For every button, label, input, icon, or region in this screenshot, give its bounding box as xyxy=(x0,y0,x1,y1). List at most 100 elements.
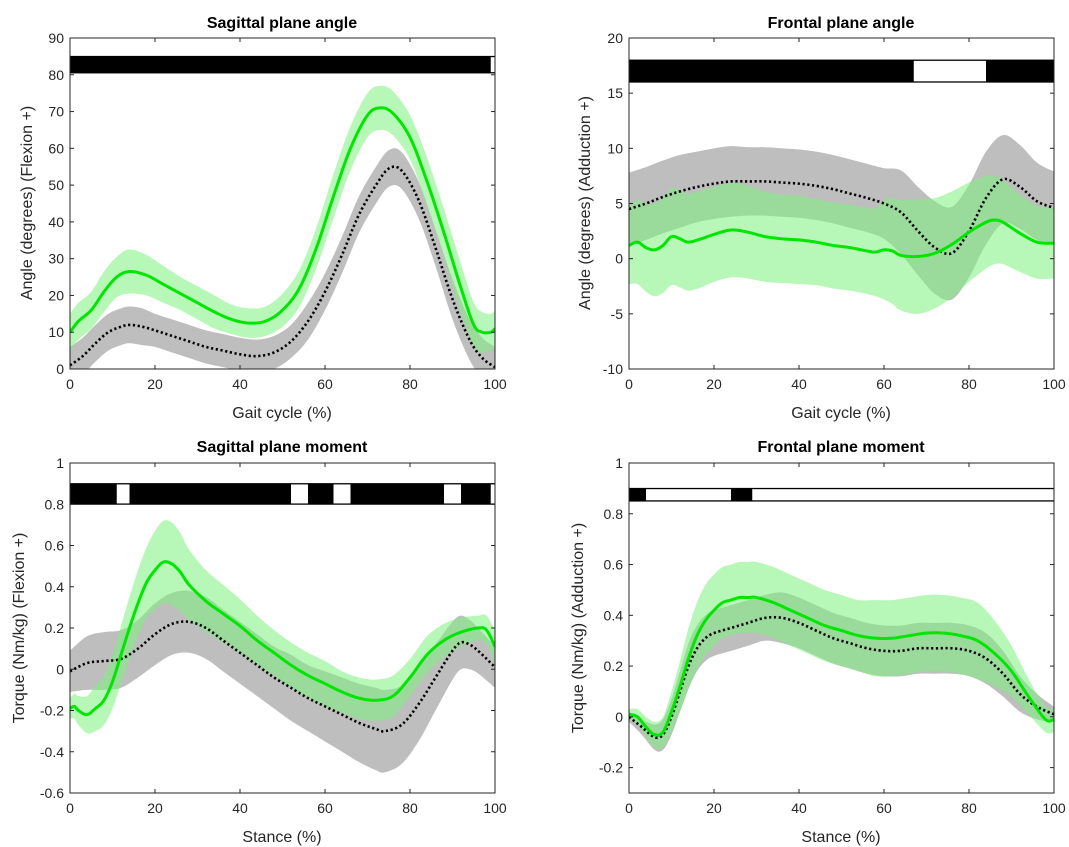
significance-bar xyxy=(70,55,495,74)
non-significant-segment xyxy=(444,484,461,504)
y-tick-label: 30 xyxy=(48,251,64,267)
y-axis-label: Angle (degrees) (Adduction +) xyxy=(577,96,594,310)
green-mean-line xyxy=(629,218,1054,259)
plot-area: 0 20 40 60 80 100 0 10 20 30 40 50 60 70 80 90 xyxy=(48,30,506,392)
plot-area: 0 20 40 60 80 100 -0.2 0 0.2 0.4 0.6 0.8 1 xyxy=(599,455,1066,816)
y-tick-label: 40 xyxy=(48,214,64,230)
y-tick-label: 80 xyxy=(48,67,64,83)
panel-frontal-moment: Frontal plane moment 0 20 40 60 80 100 -0.2 0 0.… xyxy=(570,439,1066,846)
y-tick-label: 20 xyxy=(48,287,64,303)
x-tick-label: 80 xyxy=(961,800,977,816)
x-tick-label: 20 xyxy=(706,376,722,392)
x-tick-label: 100 xyxy=(1042,800,1066,816)
y-tick-label: 50 xyxy=(48,177,64,193)
y-tick-label: 0.6 xyxy=(45,538,65,554)
y-tick-label: -10 xyxy=(603,361,623,377)
x-tick-label: 40 xyxy=(232,800,248,816)
y-tick-label: 0 xyxy=(615,709,623,725)
non-significant-segment xyxy=(116,484,130,504)
x-tick-label: 40 xyxy=(232,376,248,392)
x-tick-label: 40 xyxy=(791,800,807,816)
x-tick-label: 0 xyxy=(625,800,633,816)
non-significant-segment xyxy=(646,489,731,501)
x-tick-label: 20 xyxy=(706,800,722,816)
x-tick-label: 60 xyxy=(876,800,892,816)
x-axis-label: Gait cycle (%) xyxy=(232,405,332,422)
y-tick-label: -5 xyxy=(611,306,624,322)
green-sd-band xyxy=(70,85,495,353)
plot-content xyxy=(629,59,1054,314)
y-tick-label: 10 xyxy=(607,140,623,156)
y-tick-label: 60 xyxy=(48,140,64,156)
x-tick-label: 0 xyxy=(625,376,633,392)
y-tick-label: 90 xyxy=(48,30,64,46)
x-tick-label: 100 xyxy=(483,800,507,816)
y-tick-label: 0.2 xyxy=(45,620,65,636)
significance-bar xyxy=(629,59,1054,83)
non-significant-segment xyxy=(913,60,986,82)
chart-title: Sagittal plane moment xyxy=(197,439,368,456)
significance-bar xyxy=(70,483,495,505)
axes-frame xyxy=(69,37,496,370)
x-axis-label: Stance (%) xyxy=(801,829,880,846)
panel-sagittal-angle: Sagittal plane angle 0 20 40 60 80 100 0 10 20 30… xyxy=(19,15,507,422)
y-tick-label: -0.6 xyxy=(40,785,64,801)
dotted-mean-line xyxy=(629,177,1054,256)
panel-sagittal-moment: Sagittal plane moment 0 20 40 60 80 100 -0.6 -0… xyxy=(11,439,507,846)
non-significant-segment xyxy=(490,57,495,73)
x-tick-label: 20 xyxy=(147,800,163,816)
non-significant-segment xyxy=(291,484,308,504)
y-tick-label: -0.2 xyxy=(599,760,623,776)
y-tick-label: -0.4 xyxy=(40,744,64,760)
dotted-mean-line xyxy=(629,615,1054,740)
plot-content xyxy=(629,487,1054,752)
x-tick-label: 0 xyxy=(66,800,74,816)
y-tick-label: 70 xyxy=(48,104,64,120)
dotted-mean-line xyxy=(70,620,495,733)
y-tick-label: 0.6 xyxy=(604,557,624,573)
x-tick-label: 100 xyxy=(483,376,507,392)
x-tick-label: 100 xyxy=(1042,376,1066,392)
y-axis-label: Torque (Nm/kg) (Flexion +) xyxy=(11,533,28,724)
y-tick-label: 0.2 xyxy=(604,658,624,674)
plot-content xyxy=(70,483,495,773)
y-tick-label: 20 xyxy=(607,30,623,46)
x-tick-label: 60 xyxy=(317,376,333,392)
y-tick-label: 0.4 xyxy=(604,607,624,623)
y-tick-label: 1 xyxy=(615,455,623,471)
gray-sd-band xyxy=(70,590,495,773)
y-tick-label: 0.8 xyxy=(604,506,624,522)
y-tick-label: 15 xyxy=(607,85,623,101)
axes-frame xyxy=(628,462,1055,794)
y-tick-label: 1 xyxy=(56,455,64,471)
chart-title: Frontal plane moment xyxy=(757,439,925,456)
chart-title: Frontal plane angle xyxy=(768,15,915,32)
x-tick-label: 20 xyxy=(147,376,163,392)
green-mean-line xyxy=(70,560,495,717)
x-tick-label: 80 xyxy=(402,800,418,816)
y-tick-label: 5 xyxy=(615,196,623,212)
non-significant-segment xyxy=(490,484,495,504)
green-sd-band xyxy=(629,175,1054,314)
y-tick-label: 0.4 xyxy=(45,579,65,595)
y-tick-label: -0.2 xyxy=(40,703,64,719)
y-tick-label: 0 xyxy=(615,251,623,267)
non-significant-segment xyxy=(333,484,351,504)
green-mean-line xyxy=(70,106,495,335)
x-tick-label: 60 xyxy=(317,800,333,816)
gray-sd-band xyxy=(70,148,495,369)
x-tick-label: 80 xyxy=(402,376,418,392)
green-sd-band xyxy=(629,561,1054,749)
chart-title: Sagittal plane angle xyxy=(207,15,357,32)
y-axis-label: Angle (degrees) (Flexion +) xyxy=(19,106,36,300)
green-sd-band xyxy=(70,520,495,734)
non-significant-segment xyxy=(752,489,1054,501)
y-tick-label: 0 xyxy=(56,361,64,377)
x-axis-label: Gait cycle (%) xyxy=(791,405,891,422)
plot-area: 0 20 40 60 80 100 -10 -5 0 5 10 15 20 xyxy=(603,30,1066,392)
y-tick-label: 10 xyxy=(48,324,64,340)
green-mean-line xyxy=(629,595,1054,737)
dotted-mean-line xyxy=(70,165,495,369)
x-axis-label: Stance (%) xyxy=(242,829,321,846)
